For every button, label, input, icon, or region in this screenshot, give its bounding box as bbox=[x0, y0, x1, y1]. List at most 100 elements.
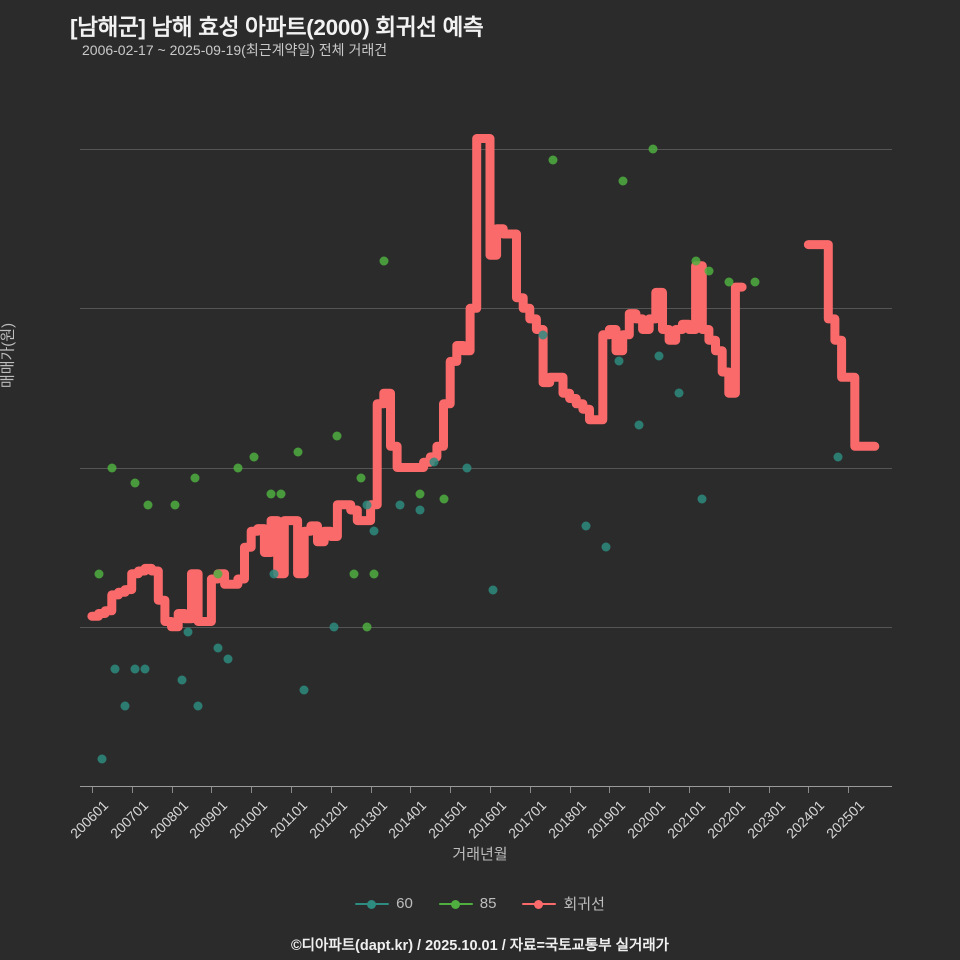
scatter-point-85 bbox=[349, 569, 359, 579]
scatter-point-60 bbox=[299, 685, 309, 695]
x-tick-mark bbox=[211, 787, 213, 793]
legend-label: 85 bbox=[479, 895, 497, 912]
scatter-point-60 bbox=[634, 420, 644, 430]
scatter-point-60 bbox=[140, 664, 150, 674]
x-tick-mark bbox=[330, 787, 332, 793]
x-tick-mark bbox=[689, 787, 690, 793]
scatter-point-85 bbox=[691, 256, 701, 266]
x-axis-line bbox=[80, 786, 892, 787]
x-axis-label: 거래년월 bbox=[452, 846, 508, 863]
scatter-point-85 bbox=[548, 155, 558, 165]
scatter-point-60 bbox=[415, 505, 425, 515]
scatter-point-85 bbox=[130, 478, 140, 488]
gridline bbox=[80, 626, 892, 628]
x-tick-mark bbox=[529, 787, 531, 793]
scatter-point-85 bbox=[190, 473, 200, 483]
scatter-point-85 bbox=[170, 500, 180, 510]
scatter-point-60 bbox=[654, 351, 664, 361]
scatter-point-85 bbox=[362, 622, 372, 632]
scatter-point-60 bbox=[369, 526, 379, 536]
scatter-point-60 bbox=[223, 654, 233, 664]
scatter-point-85 bbox=[332, 431, 342, 441]
regression-path bbox=[87, 134, 747, 632]
scatter-point-60 bbox=[697, 494, 707, 504]
legend-item-회귀선[interactable]: 회귀선 bbox=[522, 893, 605, 914]
scatter-point-85 bbox=[750, 277, 760, 287]
scatter-point-60 bbox=[614, 356, 624, 366]
scatter-point-60 bbox=[395, 500, 405, 510]
scatter-point-85 bbox=[704, 266, 714, 276]
chart-legend: 60 85 회귀선 bbox=[0, 893, 960, 914]
scatter-point-85 bbox=[213, 569, 223, 579]
scatter-point-60 bbox=[177, 675, 186, 685]
scatter-point-60 bbox=[581, 521, 591, 531]
legend-item-60[interactable]: 60 bbox=[355, 895, 413, 912]
scatter-point-60 bbox=[674, 388, 684, 398]
x-tick-mark bbox=[290, 787, 292, 793]
x-tick-mark bbox=[808, 787, 810, 793]
x-tick-mark bbox=[848, 787, 850, 793]
scatter-point-60 bbox=[193, 701, 203, 711]
x-tick-mark bbox=[131, 787, 133, 793]
x-tick-mark bbox=[489, 787, 491, 793]
scatter-point-60 bbox=[488, 585, 498, 595]
gridline bbox=[80, 467, 892, 469]
scatter-point-85 bbox=[107, 463, 117, 473]
scatter-point-60 bbox=[120, 701, 130, 711]
page-title: [남해군] 남해 효성 아파트(2000) 회귀선 예측 bbox=[70, 15, 484, 40]
scatter-point-60 bbox=[213, 643, 223, 653]
x-tick-mark bbox=[91, 787, 93, 793]
scatter-point-60 bbox=[833, 452, 843, 462]
scatter-point-85 bbox=[233, 463, 243, 473]
scatter-point-85 bbox=[724, 277, 734, 287]
scatter-point-85 bbox=[369, 569, 379, 579]
x-tick-mark bbox=[768, 787, 770, 793]
scatter-point-85 bbox=[439, 494, 449, 504]
scatter-point-85 bbox=[618, 176, 628, 186]
y-axis-label: 매매가(원) bbox=[0, 322, 17, 389]
legend-swatch-icon bbox=[522, 898, 557, 910]
scatter-point-85 bbox=[356, 473, 366, 483]
scatter-point-60 bbox=[429, 457, 439, 467]
scatter-point-85 bbox=[415, 489, 425, 499]
x-tick-mark bbox=[450, 787, 452, 793]
scatter-point-85 bbox=[276, 489, 286, 499]
legend-swatch-icon bbox=[355, 898, 390, 910]
scatter-point-85 bbox=[143, 500, 153, 510]
scatter-point-60 bbox=[269, 569, 279, 579]
x-tick-mark bbox=[171, 787, 173, 793]
legend-swatch-icon bbox=[438, 898, 473, 910]
legend-label: 회귀선 bbox=[563, 896, 605, 913]
x-tick-mark bbox=[251, 787, 253, 793]
scatter-point-85 bbox=[249, 452, 259, 462]
scatter-point-85 bbox=[94, 569, 104, 579]
scatter-point-60 bbox=[538, 330, 548, 340]
scatter-point-85 bbox=[293, 447, 303, 457]
scatter-point-85 bbox=[266, 489, 276, 499]
x-tick-mark bbox=[649, 787, 651, 793]
regression-line bbox=[87, 134, 880, 632]
gridline bbox=[80, 308, 892, 310]
scatter-point-60 bbox=[462, 463, 472, 473]
x-tick-mark bbox=[609, 787, 611, 793]
footer-credit: ©디아파트(dapt.kr) / 2025.10.01 / 자료=국토교통부 실… bbox=[290, 938, 670, 954]
x-tick-mark bbox=[370, 787, 372, 793]
legend-item-85[interactable]: 85 bbox=[438, 895, 497, 912]
regression-path bbox=[803, 240, 880, 451]
scatter-point-85 bbox=[648, 144, 657, 154]
scatter-point-60 bbox=[601, 542, 611, 552]
scatter-point-85 bbox=[379, 256, 389, 266]
x-tick-mark bbox=[410, 787, 412, 793]
scatter-point-60 bbox=[183, 627, 193, 637]
plot-area bbox=[80, 96, 892, 787]
chart-subtitle: 2006-02-17 ~ 2025-09-19(최근계약일) 전체 거래건 bbox=[82, 42, 388, 58]
legend-label: 60 bbox=[396, 895, 413, 912]
x-tick-mark bbox=[728, 787, 730, 793]
scatter-point-60 bbox=[97, 754, 107, 764]
scatter-point-60 bbox=[110, 664, 120, 674]
scatter-point-60 bbox=[329, 622, 339, 632]
scatter-point-60 bbox=[130, 664, 140, 674]
x-tick-mark bbox=[569, 787, 571, 793]
scatter-point-60 bbox=[362, 500, 372, 510]
